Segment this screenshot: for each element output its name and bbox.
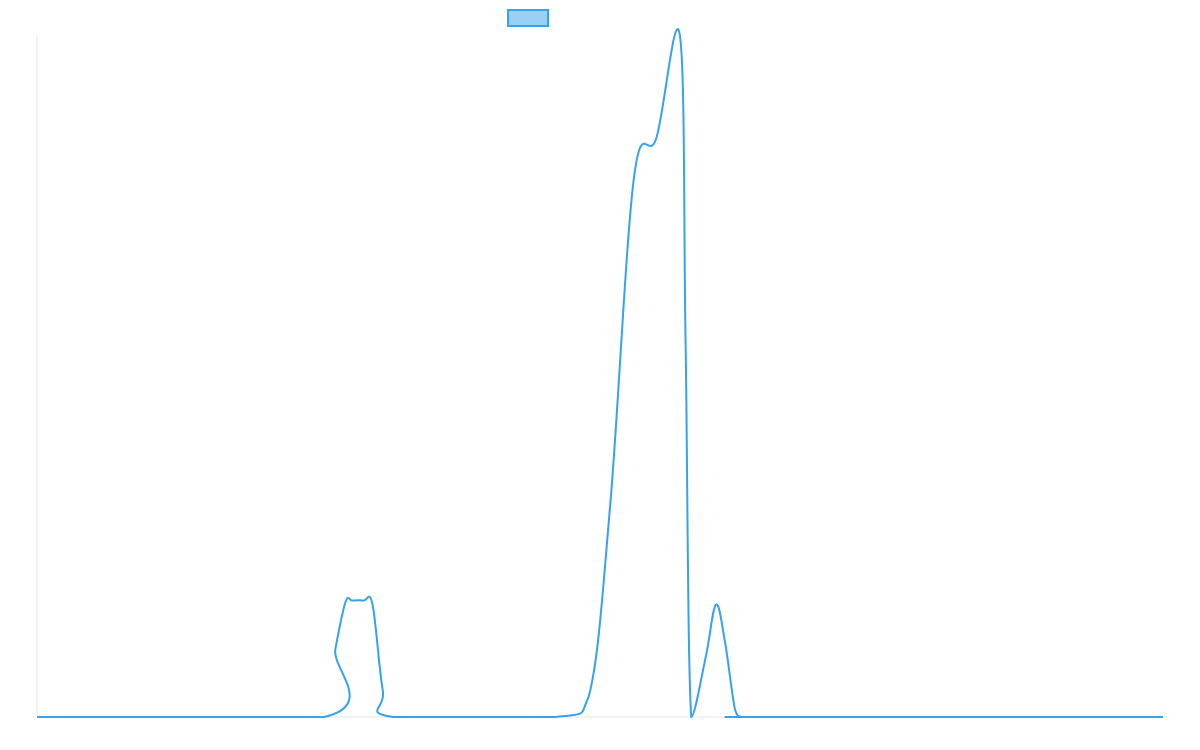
data-point[interactable] <box>349 598 355 604</box>
data-point[interactable] <box>370 602 376 608</box>
data-point[interactable] <box>760 714 766 720</box>
data-point[interactable] <box>677 33 683 39</box>
data-point[interactable] <box>380 687 386 693</box>
legend-swatch-0[interactable] <box>507 9 549 27</box>
data-point[interactable] <box>34 714 40 720</box>
data-point[interactable] <box>631 176 637 182</box>
data-point[interactable] <box>713 602 719 608</box>
data-point[interactable] <box>607 503 613 509</box>
series-layer <box>34 28 1166 720</box>
data-point[interactable] <box>732 707 738 713</box>
data-point[interactable] <box>688 714 694 720</box>
legend[interactable] <box>507 9 549 27</box>
data-point[interactable] <box>390 714 396 720</box>
data-point[interactable] <box>361 598 367 604</box>
data-point[interactable] <box>1160 714 1166 720</box>
data-point[interactable] <box>683 339 689 345</box>
data-point[interactable] <box>586 694 592 700</box>
data-point[interactable] <box>653 135 659 141</box>
series-line-0 <box>36 28 1163 719</box>
data-point[interactable] <box>332 646 338 652</box>
data-point[interactable] <box>739 714 745 720</box>
data-point[interactable] <box>321 714 327 720</box>
data-point[interactable] <box>343 599 349 605</box>
data-point[interactable] <box>552 714 558 720</box>
data-point[interactable] <box>703 653 709 659</box>
data-point[interactable] <box>722 639 728 645</box>
